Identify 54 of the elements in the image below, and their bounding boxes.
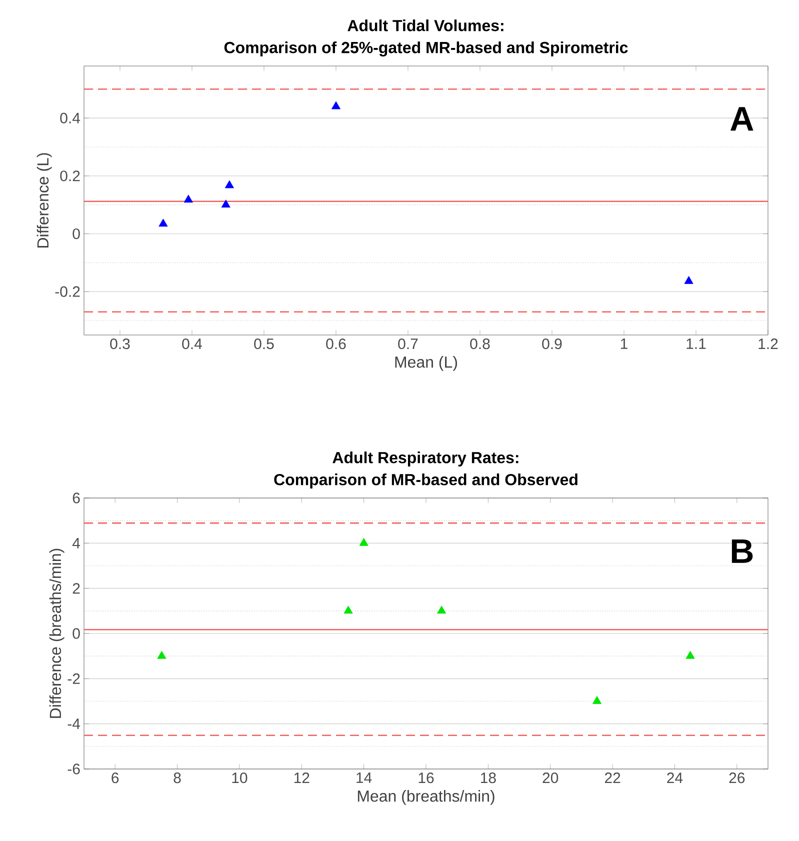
point <box>344 606 353 614</box>
x-axis-title: Mean (breaths/min) <box>358 790 494 805</box>
y-tick-label: 0 <box>72 628 80 639</box>
x-tick-label: 20 <box>542 772 558 784</box>
annotation: B <box>732 539 753 563</box>
y-tick-label: 6 <box>72 492 80 504</box>
x-tick-label: 14 <box>356 772 372 783</box>
chart-subtitle: Comparison of 25%-gated MR-based and Spirometric <box>224 41 628 56</box>
x-tick-label: 12 <box>294 772 310 783</box>
y-tick-label: -0.2 <box>55 286 80 297</box>
point <box>359 538 368 546</box>
x-tick-label: 26 <box>729 772 745 784</box>
point <box>157 650 166 659</box>
y-axis-title: Difference (breaths/min) <box>49 548 64 718</box>
point <box>686 650 695 659</box>
y-tick-label: 0 <box>72 228 80 240</box>
x-tick-label: 0.8 <box>470 338 490 350</box>
y-tick-label: -4 <box>68 718 80 729</box>
x-tick-label: 16 <box>418 772 434 784</box>
point <box>184 194 193 203</box>
y-tick-label: 0.4 <box>60 112 80 124</box>
point <box>684 276 694 284</box>
x-tick-label: 10 <box>232 772 248 784</box>
x-tick-label: 0.4 <box>182 338 202 350</box>
x-tick-label: 0.6 <box>326 338 346 350</box>
y-tick-label: 4 <box>72 538 80 548</box>
point <box>331 101 341 110</box>
point <box>158 218 168 227</box>
chart-subtitle: Comparison of MR-based and Observed <box>274 474 578 488</box>
y-tick-label: 0.2 <box>60 170 80 182</box>
x-tick-label: 0.9 <box>542 338 562 350</box>
x-tick-label: 1.2 <box>758 338 778 349</box>
point <box>437 606 446 614</box>
x-tick-label: 1.1 <box>686 338 706 349</box>
point <box>221 200 230 208</box>
chart-title: Adult Respiratory Rates: <box>332 452 518 466</box>
x-tick-label: 0.5 <box>254 338 274 350</box>
x-tick-label: 24 <box>667 772 683 783</box>
x-tick-label: 22 <box>604 772 620 783</box>
x-axis-title: Mean (L) <box>395 356 457 371</box>
x-tick-label: 8 <box>174 772 181 784</box>
y-tick-label: -2 <box>68 673 80 684</box>
point <box>592 696 602 704</box>
x-tick-label: 6 <box>112 772 119 784</box>
x-tick-label: 18 <box>480 772 496 784</box>
x-tick-label: 1 <box>620 338 628 349</box>
y-tick-label: 2 <box>72 583 80 594</box>
x-tick-label: 0.7 <box>398 338 418 350</box>
annotation: A <box>730 107 754 131</box>
point <box>224 180 234 188</box>
chart-title: Adult Tidal Volumes: <box>348 19 504 32</box>
x-tick-label: 0.3 <box>110 338 130 350</box>
y-tick-label: -6 <box>68 764 80 774</box>
y-axis-title: Difference (L) <box>36 153 52 248</box>
